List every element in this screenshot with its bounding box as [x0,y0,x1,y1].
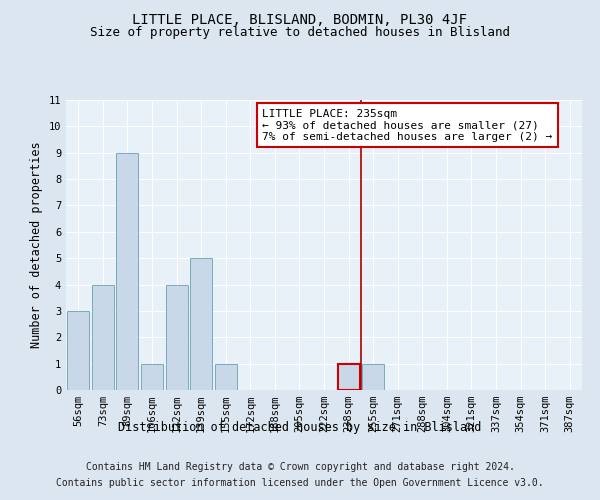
Text: Size of property relative to detached houses in Blisland: Size of property relative to detached ho… [90,26,510,39]
Y-axis label: Number of detached properties: Number of detached properties [30,142,43,348]
Bar [67,311,89,390]
Text: LITTLE PLACE: 235sqm
← 93% of detached houses are smaller (27)
7% of semi-detach: LITTLE PLACE: 235sqm ← 93% of detached h… [262,108,553,142]
Bar [338,364,359,390]
Bar [190,258,212,390]
Bar [141,364,163,390]
Text: Contains HM Land Registry data © Crown copyright and database right 2024.: Contains HM Land Registry data © Crown c… [86,462,514,472]
Bar [116,152,139,390]
Bar [362,364,384,390]
Bar [92,284,114,390]
Text: LITTLE PLACE, BLISLAND, BODMIN, PL30 4JF: LITTLE PLACE, BLISLAND, BODMIN, PL30 4JF [133,12,467,26]
Bar [166,284,188,390]
Text: Contains public sector information licensed under the Open Government Licence v3: Contains public sector information licen… [56,478,544,488]
Text: Distribution of detached houses by size in Blisland: Distribution of detached houses by size … [118,421,482,434]
Bar [215,364,237,390]
